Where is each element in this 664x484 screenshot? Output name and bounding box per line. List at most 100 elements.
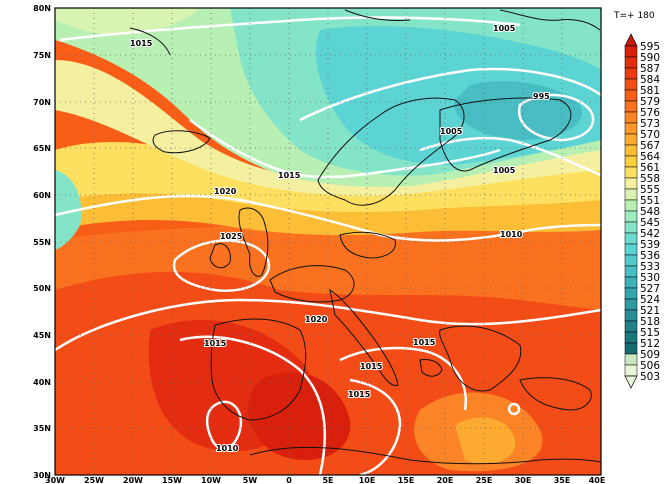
lon-tick-label: 15W <box>162 476 182 484</box>
isobar-label: 1005 <box>493 166 516 175</box>
lon-tick-label: 25W <box>84 476 104 484</box>
colorbar-swatch <box>624 133 638 146</box>
isobar-label: 1020 <box>214 187 237 196</box>
colorbar-label: 567 <box>640 140 660 152</box>
colorbar-swatch <box>624 232 638 245</box>
colorbar-swatch <box>624 100 638 113</box>
colorbar-label: 536 <box>640 250 660 262</box>
colorbar-swatch <box>624 210 638 223</box>
colorbar-swatch <box>624 353 638 366</box>
lat-tick-label: 30N <box>33 471 51 480</box>
colorbar-swatch <box>624 78 638 91</box>
lon-tick-label: 30W <box>45 476 65 484</box>
isobar-label: 1025 <box>220 232 243 241</box>
colorbar-label: 509 <box>640 349 660 361</box>
colorbar-label: 579 <box>640 96 660 108</box>
longitude-axis: 30W 25W 20W 15W 10W 5W 0 5E 10E 15E 20E … <box>45 476 605 484</box>
lon-tick-label: 10E <box>359 476 376 484</box>
isobar-label: 1015 <box>413 338 436 347</box>
lon-tick-label: 30E <box>515 476 532 484</box>
colorbar-swatch <box>624 309 638 322</box>
isobar-label: 1015 <box>130 39 153 48</box>
colorbar-label: 527 <box>640 283 660 295</box>
colorbar-swatch <box>624 254 638 267</box>
lon-tick-label: 15E <box>398 476 415 484</box>
lat-tick-label: 55N <box>33 238 51 247</box>
colorbar-swatch <box>624 331 638 344</box>
colorbar-label: 555 <box>640 184 660 196</box>
colorbar-label: 518 <box>640 316 660 328</box>
colorbar-swatch <box>624 243 638 256</box>
lon-tick-label: 5W <box>243 476 258 484</box>
lat-tick-label: 60N <box>33 191 51 200</box>
colorbar-max-arrow <box>624 33 638 47</box>
colorbar-label: 584 <box>640 74 660 86</box>
lon-tick-label: 5E <box>322 476 333 484</box>
colorbar-label: 503 <box>640 371 660 383</box>
colorbar-swatch <box>624 276 638 289</box>
colorbar-swatch <box>624 298 638 311</box>
forecast-time-label: T=+ 180 <box>613 11 655 21</box>
colorbar-swatch <box>624 89 638 102</box>
isobar-label: 1010 <box>216 444 239 453</box>
lon-tick-label: 10W <box>201 476 221 484</box>
colorbar-min-arrow <box>624 375 638 389</box>
colorbar-swatch <box>624 188 638 201</box>
colorbar-label: 595 <box>640 41 660 53</box>
colorbar-swatch <box>624 155 638 168</box>
isobar-label: 1010 <box>500 230 523 239</box>
isobar-label: 1015 <box>204 339 227 348</box>
colorbar-swatch <box>624 320 638 333</box>
colorbar-swatch <box>624 265 638 278</box>
lon-tick-label: 20W <box>123 476 143 484</box>
colorbar: 5955905875845815795765735705675645615585… <box>624 33 660 389</box>
colorbar-label: 506 <box>640 360 660 372</box>
isobar-label: 1015 <box>348 390 371 399</box>
isobar-label: 1015 <box>278 171 301 180</box>
lat-tick-label: 65N <box>33 144 51 153</box>
colorbar-label: 573 <box>640 118 660 130</box>
colorbar-label: 564 <box>640 151 660 163</box>
colorbar-swatch <box>624 67 638 80</box>
isobar-label: 1015 <box>360 362 383 371</box>
colorbar-swatch <box>624 221 638 234</box>
latitude-axis: 80N 75N 70N 65N 60N 55N 50N 45N 40N 35N … <box>33 4 51 480</box>
colorbar-label: 551 <box>640 195 660 207</box>
colorbar-swatch <box>624 199 638 212</box>
colorbar-label: 512 <box>640 338 660 350</box>
isobar-label: 995 <box>533 92 550 101</box>
lat-tick-label: 40N <box>33 378 51 387</box>
colorbar-label: 587 <box>640 63 660 75</box>
colorbar-label: 581 <box>640 85 660 97</box>
lat-tick-label: 75N <box>33 51 51 60</box>
coastlines <box>129 9 601 465</box>
lat-tick-label: 70N <box>33 98 51 107</box>
isobar-label: 1005 <box>493 24 516 33</box>
colorbar-swatch <box>624 364 638 377</box>
isobar-label: 1020 <box>305 315 328 324</box>
lat-tick-label: 45N <box>33 331 51 340</box>
colorbar-label: 530 <box>640 272 660 284</box>
isobar-labels: 1015 1005 995 1005 1015 1020 1005 1025 1… <box>129 23 551 454</box>
lat-tick-label: 80N <box>33 4 51 13</box>
colorbar-label: 570 <box>640 129 660 141</box>
lon-tick-label: 0 <box>286 476 292 484</box>
colorbar-label: 561 <box>640 162 660 174</box>
colorbar-swatch <box>624 342 638 355</box>
colorbar-label: 521 <box>640 305 660 317</box>
colorbar-swatch <box>624 122 638 135</box>
colorbar-label: 548 <box>640 206 660 218</box>
colorbar-label: 542 <box>640 228 660 240</box>
colorbar-swatch <box>624 56 638 69</box>
lon-tick-label: 20E <box>437 476 454 484</box>
colorbar-label: 576 <box>640 107 660 119</box>
lat-tick-label: 35N <box>33 424 51 433</box>
colorbar-swatch <box>624 111 638 124</box>
colorbar-label: 590 <box>640 52 660 64</box>
lat-tick-label: 50N <box>33 284 51 293</box>
lon-tick-label: 40E <box>589 476 606 484</box>
colorbar-label: 545 <box>640 217 660 229</box>
lat-lon-grid <box>55 8 601 475</box>
plot-frame <box>54 7 602 476</box>
